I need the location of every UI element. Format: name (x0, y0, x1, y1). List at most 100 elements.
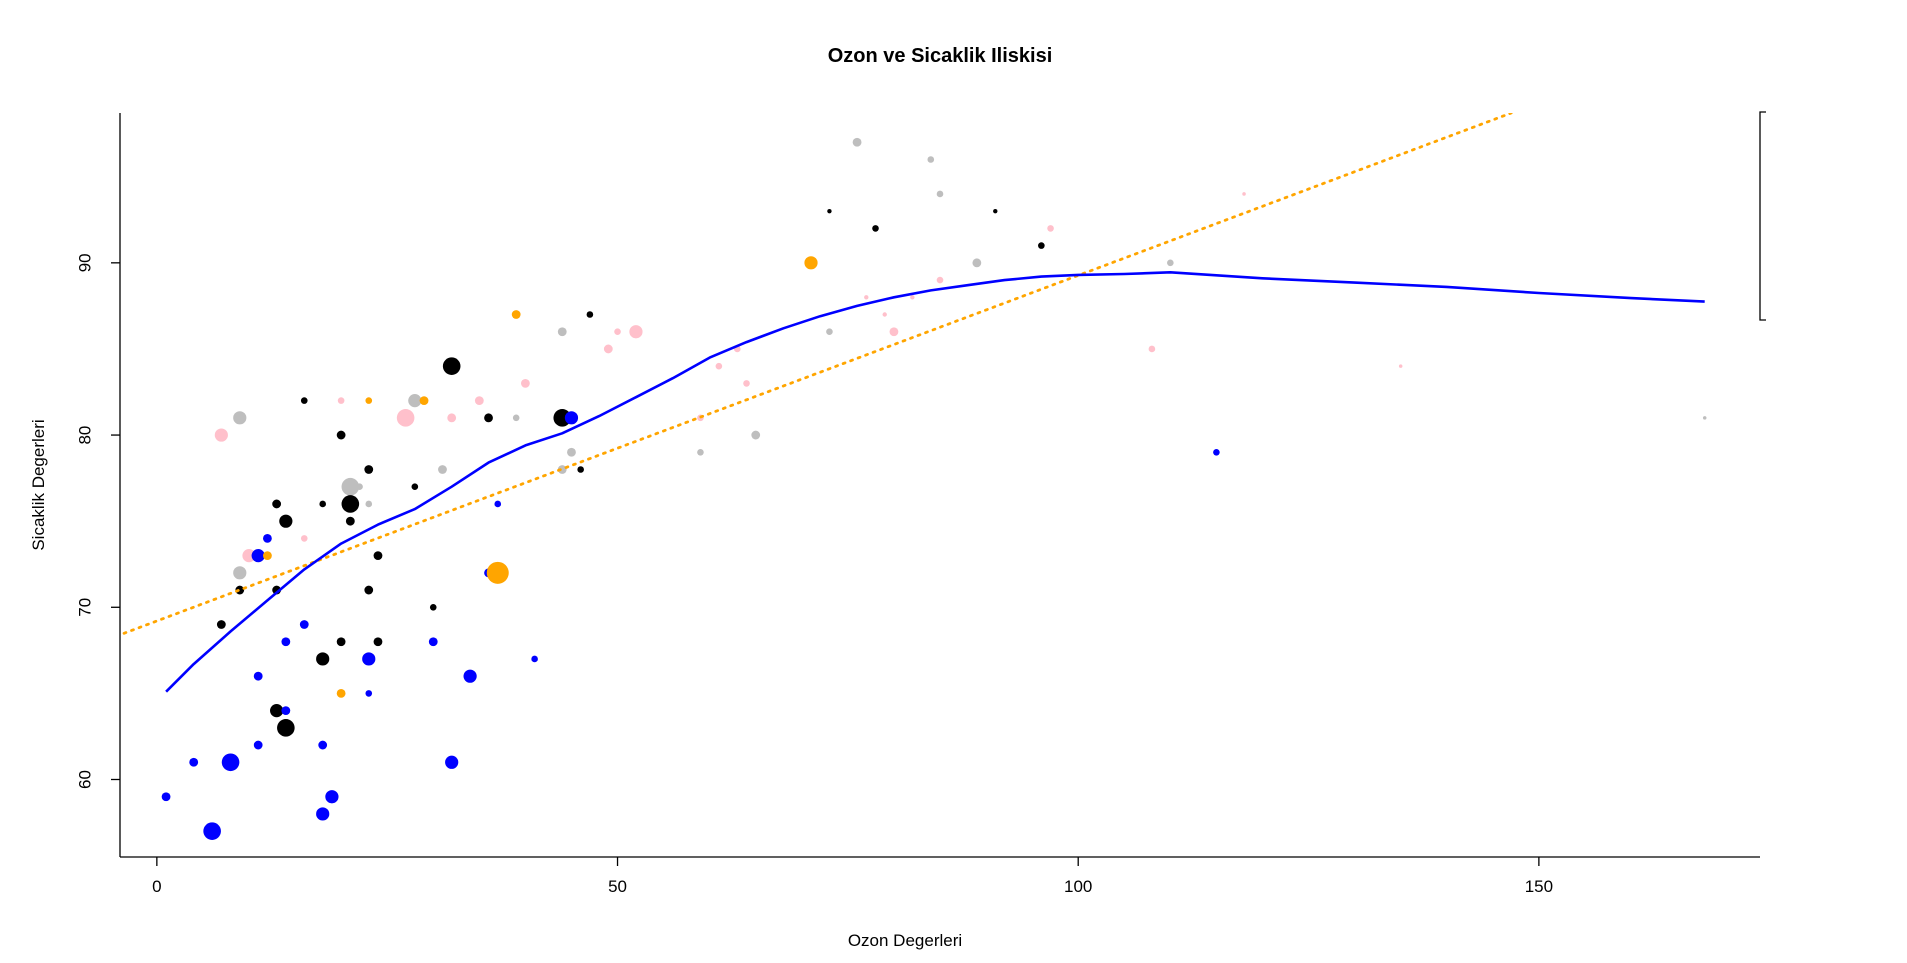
data-point (396, 409, 415, 427)
data-point (852, 137, 862, 147)
data-point (300, 535, 308, 542)
data-point (373, 551, 383, 561)
data-point (235, 585, 245, 595)
y-tick-label: 80 (75, 426, 94, 445)
data-point (189, 757, 199, 767)
scatter-points (161, 137, 1707, 840)
data-point (864, 295, 869, 300)
x-tick-label: 0 (152, 877, 161, 896)
data-point (936, 190, 944, 198)
data-point (804, 256, 818, 270)
data-point (1167, 259, 1174, 267)
data-point (270, 704, 284, 718)
data-point (872, 225, 879, 232)
data-point (889, 327, 899, 337)
data-point (253, 740, 263, 750)
data-point (214, 428, 228, 442)
data-point (564, 411, 579, 425)
data-point (511, 310, 521, 319)
data-point (463, 669, 477, 683)
data-point (603, 344, 613, 354)
data-point (419, 396, 429, 406)
data-point (494, 500, 502, 508)
data-point (567, 447, 576, 457)
y-tick-label: 90 (75, 253, 94, 272)
data-point (318, 740, 328, 750)
data-point (233, 566, 247, 580)
data-point (557, 327, 567, 337)
data-point (993, 208, 998, 214)
y-axis-label: Sicaklik Degerleri (29, 419, 48, 550)
data-point (927, 156, 935, 163)
data-point (577, 466, 584, 473)
data-point (586, 311, 594, 318)
data-point (373, 637, 383, 647)
data-point (362, 652, 376, 666)
data-point (345, 516, 355, 526)
data-point (299, 620, 309, 629)
data-point (557, 465, 567, 474)
data-point (882, 312, 887, 317)
data-point (474, 396, 484, 406)
data-point (1148, 345, 1156, 353)
data-point (161, 792, 171, 802)
data-point (1213, 448, 1220, 456)
data-point (936, 276, 944, 284)
data-point (203, 822, 221, 840)
data-point (408, 394, 422, 408)
data-point (364, 465, 374, 474)
data-point (277, 719, 295, 737)
data-point (447, 413, 457, 423)
axes: 0 50 100 150 60 70 80 90 (75, 113, 1760, 896)
data-point (251, 549, 265, 563)
data-point (221, 753, 240, 772)
data-point (279, 514, 293, 528)
data-point (826, 328, 833, 336)
data-point (263, 551, 272, 561)
x-tick-label: 50 (608, 877, 627, 896)
data-point (263, 533, 272, 543)
data-point (486, 561, 509, 584)
data-point (512, 414, 520, 422)
linear-fit-line (120, 113, 1513, 637)
data-point (316, 652, 330, 666)
data-point (316, 807, 330, 821)
data-point (429, 603, 437, 611)
data-point (910, 295, 915, 300)
data-point (336, 637, 346, 647)
data-point (364, 585, 374, 595)
data-point (365, 397, 373, 404)
data-point (365, 500, 373, 508)
data-point (614, 328, 621, 336)
data-point (1047, 225, 1054, 232)
trend-lines (120, 113, 1705, 693)
data-point (1702, 416, 1707, 420)
data-point (411, 483, 419, 491)
data-point (531, 655, 538, 663)
data-point (356, 483, 363, 491)
data-point (341, 495, 360, 513)
data-point (216, 620, 226, 629)
x-tick-label: 150 (1525, 877, 1553, 896)
data-point (281, 637, 291, 647)
data-point (281, 706, 291, 716)
x-axis-label: Ozon Degerleri (848, 931, 962, 950)
data-point (520, 378, 530, 388)
data-point (484, 413, 493, 423)
data-point (445, 755, 459, 769)
smooth-curve (165, 271, 1705, 693)
data-point (972, 258, 982, 268)
data-point (428, 637, 438, 647)
data-point (743, 380, 750, 387)
data-point (242, 549, 256, 563)
data-point (442, 357, 461, 375)
data-point (751, 430, 761, 440)
data-point (325, 790, 339, 804)
data-point (438, 465, 447, 474)
data-point (365, 690, 373, 697)
data-point (341, 477, 360, 496)
data-point (1038, 242, 1045, 249)
chart-title: Ozon ve Sicaklik Iliskisi (828, 45, 1053, 67)
